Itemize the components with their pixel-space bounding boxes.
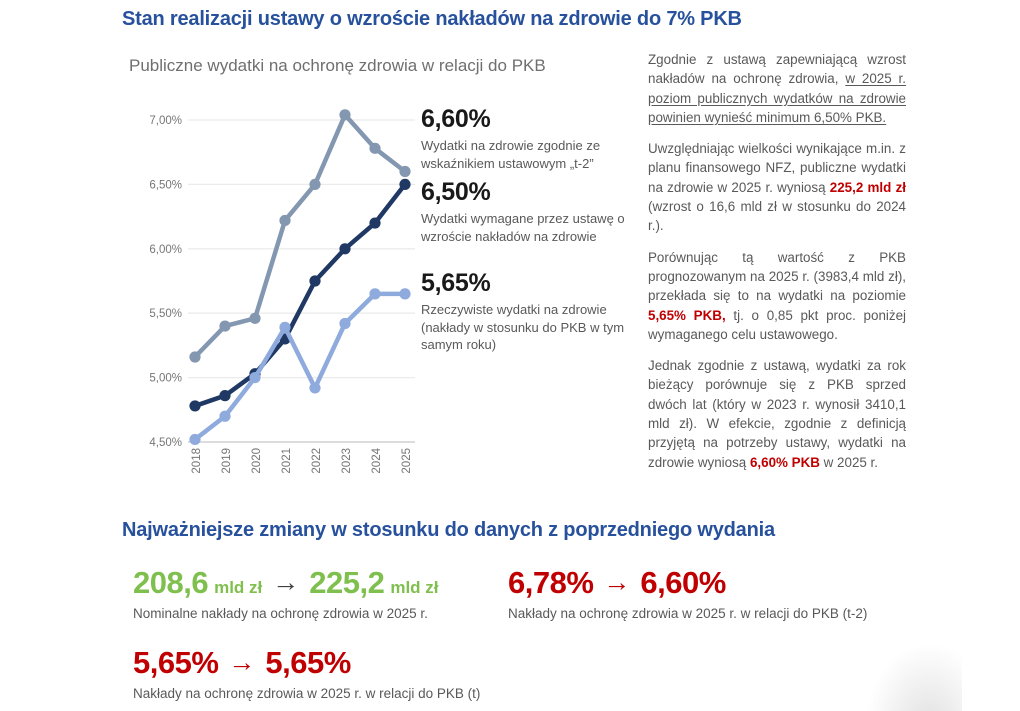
annotation-caption: Rzeczywiste wydatki na zdrowie (nakłady … — [421, 302, 625, 352]
data-point-required-by-law — [219, 390, 231, 402]
series-line-required-by-law — [192, 182, 408, 409]
annotation-value: 6,60% — [421, 105, 491, 133]
change-from-unit: mld zł — [214, 578, 263, 597]
data-point-actual-spending — [189, 433, 201, 446]
arrow-right-icon: → — [272, 567, 300, 597]
y-tick-label: 6,50% — [149, 179, 182, 191]
data-point-required-by-law — [189, 400, 201, 412]
x-tick-label: 2021 — [281, 448, 293, 474]
x-tick-label: 2020 — [251, 448, 263, 474]
data-point-statutory-indicator-t2 — [219, 320, 231, 332]
x-tick-label: 2023 — [341, 448, 353, 474]
y-tick-label: 6,00% — [149, 244, 182, 256]
data-point-required-by-law — [369, 217, 381, 229]
change-to: 5,65% — [265, 645, 351, 680]
data-point-statutory-indicator-t2 — [249, 312, 261, 324]
change-to-unit: mld zł — [390, 578, 439, 597]
y-tick-label: 4,50% — [149, 437, 182, 449]
commentary-paragraph: Zgodnie z ustawą zapewniającą wzrost nak… — [648, 52, 907, 125]
x-tick-label: 2024 — [371, 447, 383, 473]
change-from: 6,78% — [508, 565, 594, 600]
chart-title: Publiczne wydatki na ochronę zdrowia w r… — [129, 56, 546, 75]
health-spending-line-chart: 7,00% 6,50% 6,00% 5,50% 5,00% 4,50% 2018 2019 20… — [149, 109, 415, 474]
x-tick-label: 2019 — [221, 448, 233, 474]
change-caption: Nakłady na ochronę zdrowia w 2025 r. w r… — [133, 686, 481, 701]
commentary-column: Zgodnie z ustawą zapewniającą wzrost nak… — [648, 50, 906, 484]
legend-annotation-statutory-t2: 6,60% Wydatki na zdrowie zgodnie ze wska… — [421, 106, 639, 172]
page-corner-shadow — [852, 626, 962, 711]
x-tick-label: 2025 — [401, 448, 413, 474]
change-values: 5,65% → 5,65% — [133, 645, 480, 681]
changes-section-title: Najważniejsze zmiany w stosunku do danyc… — [122, 519, 775, 541]
y-tick-label: 7,00% — [149, 115, 182, 127]
data-point-actual-spending — [339, 317, 351, 330]
arrow-right-icon: → — [603, 567, 631, 597]
data-point-statutory-indicator-t2 — [309, 178, 321, 190]
data-point-required-by-law — [309, 275, 321, 287]
change-to: 6,60% — [640, 565, 726, 600]
data-point-statutory-indicator-t2 — [399, 165, 411, 178]
change-caption: Nakłady na ochronę zdrowia w 2025 r. w r… — [508, 606, 868, 621]
change-item-nominal-spending: 208,6 mld zł → 225,2 mld zł Nominalne nakład… — [133, 565, 439, 621]
change-to: 225,2 — [309, 565, 385, 600]
x-tick-label: 2018 — [191, 448, 203, 474]
legend-annotation-required-by-law: 6,50% Wydatki wymagane przez ustawę o wz… — [421, 179, 639, 245]
data-point-statutory-indicator-t2 — [279, 214, 291, 227]
change-item-pkb-t2: 6,78% → 6,60% Nakłady na ochronę zdrowia w… — [508, 565, 867, 621]
annotation-value: 5,65% — [421, 269, 491, 297]
annotation-value: 6,50% — [421, 178, 491, 206]
change-values: 6,78% → 6,60% — [508, 565, 867, 601]
data-point-actual-spending — [369, 288, 381, 300]
data-point-actual-spending — [219, 410, 231, 422]
series-line-actual-spending — [192, 291, 408, 442]
data-point-statutory-indicator-t2 — [369, 142, 381, 154]
line-chart: 7,00% 6,50% 6,00% 5,50% 5,00% 4,50% 2018 2019 20… — [128, 95, 428, 487]
data-point-required-by-law — [339, 243, 351, 255]
page-title: Stan realizacji ustawy o wzroście nakład… — [122, 8, 742, 30]
commentary-paragraph: Jednak zgodnie z ustawą, wydatki za rok … — [648, 358, 906, 470]
commentary-paragraph: Porównując tą wartość z PKB prognozowany… — [648, 249, 906, 342]
y-tick-label: 5,00% — [149, 373, 182, 385]
data-point-actual-spending — [249, 372, 261, 384]
data-point-actual-spending — [279, 321, 291, 333]
data-point-statutory-indicator-t2 — [189, 351, 201, 363]
legend-annotation-actual-spending: 5,65% Rzeczywiste wydatki na zdrowie (na… — [421, 270, 639, 354]
annotation-caption: Wydatki wymagane przez ustawę o wzroście… — [421, 211, 625, 244]
x-tick-label: 2022 — [311, 448, 323, 474]
data-point-actual-spending — [399, 288, 411, 300]
y-tick-label: 5,50% — [149, 308, 182, 320]
change-from: 208,6 — [133, 565, 209, 600]
annotation-caption: Wydatki na zdrowie zgodnie ze wskaźnikie… — [421, 138, 601, 171]
data-point-statutory-indicator-t2 — [339, 109, 351, 121]
change-item-pkb-t: 5,65% → 5,65% Nakłady na ochronę zdrowia w… — [133, 645, 480, 701]
arrow-right-icon: → — [228, 647, 256, 677]
change-from: 5,65% — [133, 645, 219, 680]
change-caption: Nominalne nakłady na ochronę zdrowia w 2… — [133, 606, 428, 621]
commentary-paragraph: Uwzględniając wielkości wynikające m.in.… — [648, 141, 906, 234]
change-values: 208,6 mld zł → 225,2 mld zł — [133, 565, 439, 601]
data-point-actual-spending — [309, 382, 321, 394]
data-point-required-by-law — [399, 178, 411, 190]
